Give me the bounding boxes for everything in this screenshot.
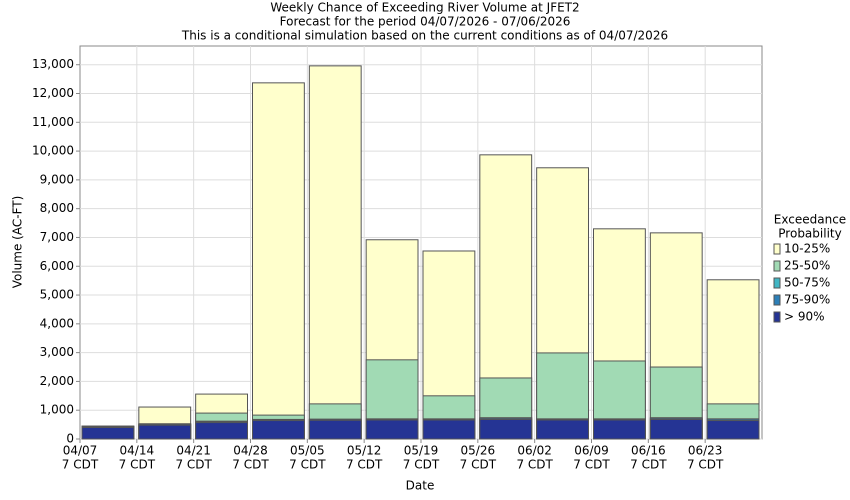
y-tick-label: 4,000 [40,316,74,330]
chart-note: This is a conditional simulation based o… [181,29,668,43]
legend-swatch [773,260,781,272]
x-tick-label: 06/23 [688,444,723,458]
y-tick-label: 10,000 [32,144,74,158]
legend-swatch [773,243,781,255]
x-tick-label: 7 CDT [346,458,383,472]
legend-swatch [773,294,781,306]
x-tick-label: 06/09 [574,444,609,458]
x-tick-label: 7 CDT [403,458,440,472]
legend-swatch [773,311,781,323]
bar [308,419,362,440]
x-tick-label: 7 CDT [175,458,212,472]
x-tick-label: 06/16 [631,444,666,458]
x-tick-label: 7 CDT [573,458,610,472]
legend-title: Probability [778,227,841,241]
x-tick-label: 7 CDT [687,458,724,472]
bar [252,82,305,440]
bar [365,419,419,440]
x-tick-label: 7 CDT [232,458,269,472]
bar [138,424,192,440]
bar [308,65,362,440]
y-tick-label: 5,000 [40,288,74,302]
bar [195,422,249,440]
legend-label: 75-90% [784,293,830,307]
y-tick-label: 3,000 [40,345,74,359]
y-tick-label: 8,000 [40,201,74,215]
legend-label: 10-25% [784,242,830,256]
x-tick-label: 7 CDT [289,458,326,472]
x-tick-label: 05/05 [290,444,325,458]
y-tick-label: 6,000 [40,259,74,273]
bar [706,420,760,440]
y-tick-label: 11,000 [32,115,74,129]
y-tick-label: 12,000 [32,86,74,100]
x-tick-label: 7 CDT [516,458,553,472]
bar [536,419,590,440]
x-tick-label: 05/19 [404,444,439,458]
y-axis-label: Volume (AC-FT) [11,196,25,289]
x-tick-label: 04/07 [63,444,98,458]
x-tick-label: 06/02 [517,444,552,458]
y-tick-label: 9,000 [40,172,74,186]
x-tick-label: 04/21 [176,444,211,458]
bar [422,419,476,440]
bar [593,419,646,440]
y-tick-label: 7,000 [40,230,74,244]
legend-title: Exceedance [774,213,846,227]
bar [81,426,135,440]
x-tick-label: 05/12 [347,444,382,458]
chart-title: Weekly Chance of Exceeding River Volume … [270,1,579,15]
x-tick-label: 7 CDT [119,458,156,472]
y-tick-label: 13,000 [32,57,74,71]
legend-swatch [773,277,781,289]
bar [649,418,703,440]
legend-label: > 90% [784,310,825,324]
x-tick-label: 05/26 [461,444,496,458]
x-tick-label: 7 CDT [62,458,99,472]
x-axis-label: Date [406,479,435,493]
y-tick-label: 0 [66,432,74,446]
y-tick-label: 2,000 [40,374,74,388]
bar [479,418,533,440]
x-tick-label: 7 CDT [460,458,497,472]
y-tick-label: 1,000 [40,403,74,417]
bar [252,420,305,440]
x-tick-label: 04/28 [233,444,268,458]
legend-label: 50-75% [784,276,830,290]
legend-label: 25-50% [784,259,830,273]
x-tick-label: 04/14 [120,444,155,458]
chart-subtitle: Forecast for the period 04/07/2026 - 07/… [280,15,571,29]
x-tick-label: 7 CDT [630,458,667,472]
